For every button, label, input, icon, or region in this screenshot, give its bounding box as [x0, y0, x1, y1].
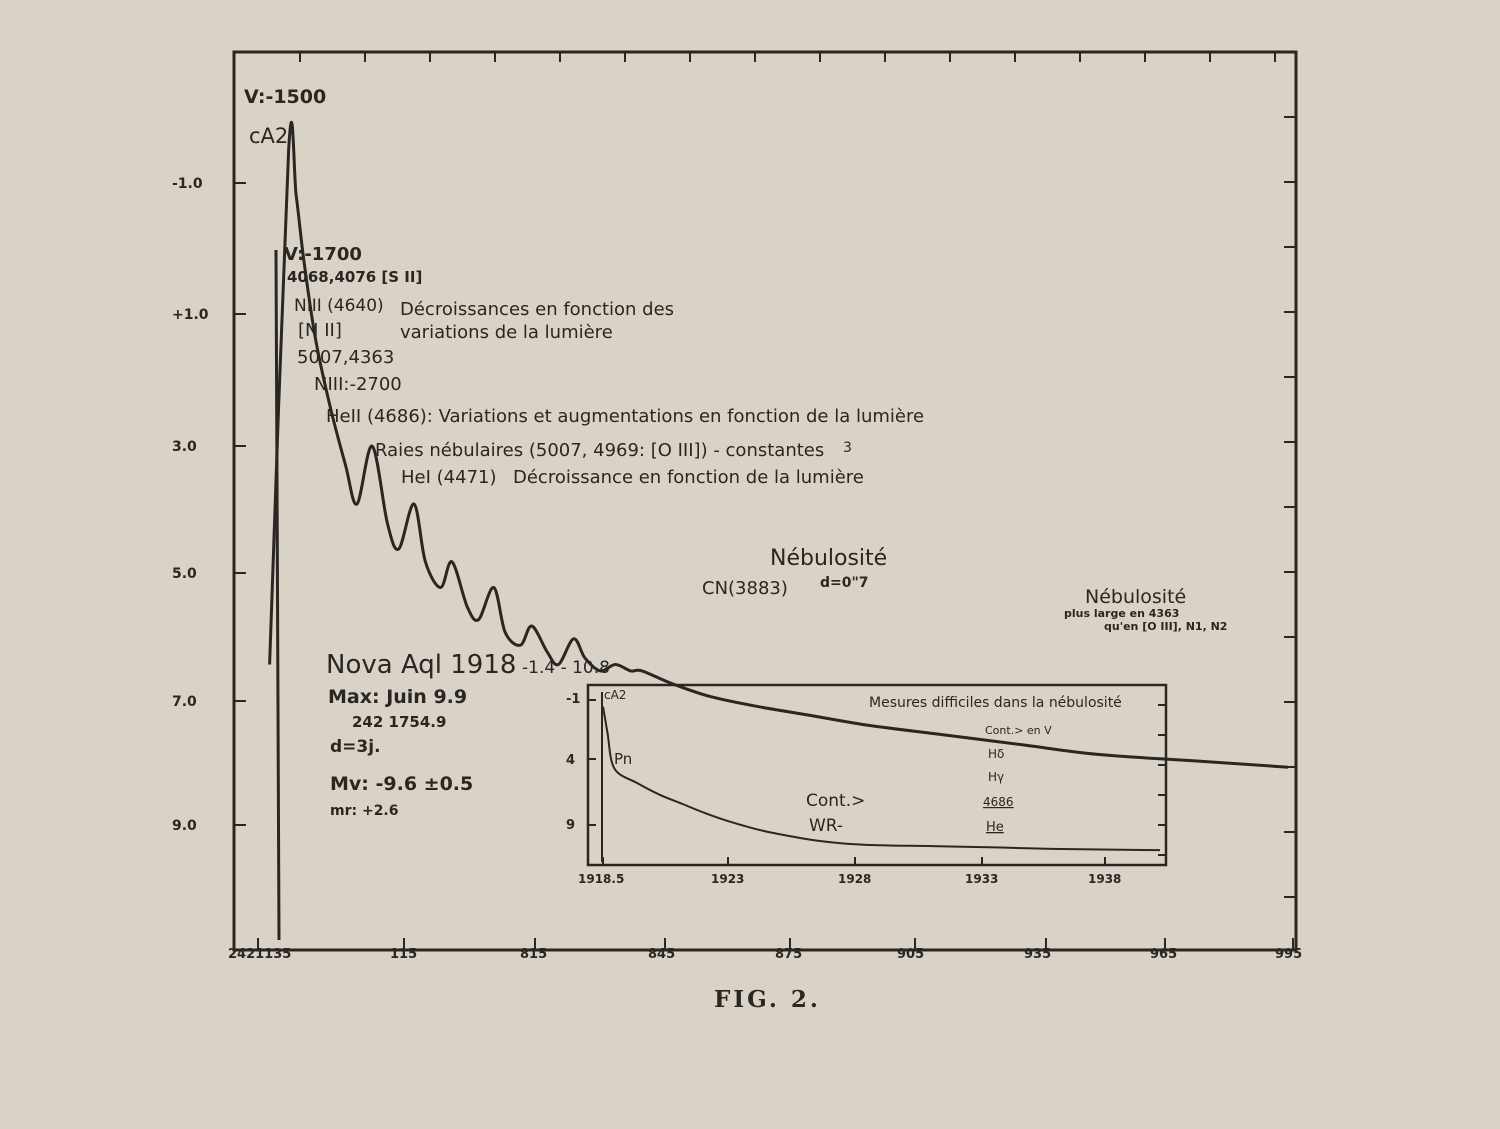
inset-y-tick-label: 4 — [566, 753, 575, 768]
inset-he: He — [986, 820, 1004, 835]
main-light-curve — [268, 120, 1289, 769]
annotation-niii: NIII (4640) — [294, 296, 384, 316]
annotation-d07: d=0"7 — [820, 575, 869, 591]
annotation-heii: HeII (4686): Variations et augmentations… — [326, 406, 924, 427]
main-x-tick-labels: 2421135 115 815 845 875 905 935 965 995 — [228, 947, 1302, 962]
inset-cont-v: Cont.> en V — [985, 724, 1052, 737]
main-y-tick-label: 7.0 — [172, 694, 197, 710]
nova-mr: mr: +2.6 — [330, 803, 399, 819]
inset-y-tick-label: 9 — [566, 818, 575, 833]
nova-jd: 242 1754.9 — [352, 713, 446, 731]
nova-name: Nova Aql 1918 — [326, 650, 516, 680]
main-x-tick-label: 905 — [897, 947, 924, 962]
main-plot-frame — [232, 50, 1298, 952]
main-x-tick-label: 935 — [1024, 947, 1051, 962]
nova-range: -1.4 - 10.8 — [522, 658, 610, 678]
annotation-hei-label: HeI (4471) — [401, 467, 497, 488]
figure-caption: FIG. 2. — [714, 986, 821, 1013]
annotation-nebulosite-2: Nébulosité — [1085, 586, 1186, 608]
annotations: V:-1500 cA2 V:-1700 4068,4076 [S II] NII… — [244, 86, 1227, 633]
annotation-v1700: V:-1700 — [284, 244, 362, 265]
annotation-v1500: V:-1500 — [244, 86, 326, 108]
inset-annotations: cA2 Pn Mesures difficiles dans la nébulo… — [604, 688, 1122, 836]
main-x-tick-label: 2421135 — [228, 947, 291, 962]
annotation-nebulosite-1: Nébulosité — [770, 546, 887, 571]
inset-x-tick-label: 1938 — [1088, 872, 1121, 886]
inset-y-tick-labels: -1 4 9 — [566, 692, 580, 833]
inset-y-tick-label: -1 — [566, 692, 580, 707]
inset-x-tick-label: 1928 — [838, 872, 871, 886]
inset-4686: 4686 — [983, 795, 1014, 809]
inset-plot-frame — [586, 683, 1168, 867]
inset-x-tick-label: 1923 — [711, 872, 744, 886]
annotation-plus-large: plus large en 4363 — [1064, 607, 1179, 620]
inset-axis-ticks — [588, 692, 1166, 865]
main-y-tick-labels: -1.0 +1.0 3.0 5.0 7.0 9.0 — [172, 176, 209, 834]
main-x-tick-label: 995 — [1275, 947, 1302, 962]
annotation-sii: 4068,4076 [S II] — [287, 268, 422, 286]
main-rise-line — [274, 249, 281, 941]
nova-info-block: Nova Aql 1918 -1.4 - 10.8 Max: Juin 9.9 … — [326, 650, 610, 819]
main-axis-ticks — [234, 52, 1296, 950]
main-y-tick-label: +1.0 — [172, 307, 209, 323]
annotation-cn: CN(3883) — [702, 578, 788, 599]
main-y-tick-label: 9.0 — [172, 818, 197, 834]
annotation-quen: qu'en [O III], N1, N2 — [1104, 620, 1227, 633]
annotation-raies-number: 3 — [843, 440, 852, 456]
nova-max: Max: Juin 9.9 — [328, 686, 467, 708]
main-x-tick-label: 815 — [520, 947, 547, 962]
annotation-decroissances-1: Décroissances en fonction des — [400, 299, 674, 320]
annotation-niii-2700: NIII:-2700 — [314, 374, 402, 395]
inset-ca2: cA2 — [604, 688, 626, 702]
nova-mv: Mv: -9.6 ±0.5 — [330, 773, 473, 795]
inset-light-curve — [602, 706, 1161, 852]
inset-pn: Pn — [614, 750, 632, 768]
main-y-tick-label: -1.0 — [172, 176, 203, 192]
annotation-5007: 5007,4363 — [297, 347, 394, 368]
main-y-tick-label: 3.0 — [172, 439, 197, 455]
main-x-tick-label: 875 — [775, 947, 802, 962]
inset-x-tick-label: 1933 — [965, 872, 998, 886]
inset-x-tick-label: 1918.5 — [578, 872, 624, 886]
annotation-ca2: cA2 — [249, 124, 288, 148]
main-x-tick-label: 965 — [1150, 947, 1177, 962]
main-y-tick-label: 5.0 — [172, 566, 197, 582]
inset-wr: WR- — [809, 816, 843, 836]
annotation-raies-nebulaires: Raies nébulaires (5007, 4969: [O III]) -… — [375, 440, 824, 461]
inset-title: Mesures difficiles dans la nébulosité — [869, 695, 1122, 711]
main-x-tick-label: 845 — [648, 947, 675, 962]
inset-x-tick-labels: 1918.5 1923 1928 1933 1938 — [578, 872, 1121, 886]
main-x-tick-label: 115 — [390, 947, 417, 962]
annotation-hei-text: Décroissance en fonction de la lumière — [513, 467, 864, 488]
inset-hg: Hγ — [988, 770, 1004, 784]
nova-d: d=3j. — [330, 737, 381, 757]
annotation-decroissances-2: variations de la lumière — [400, 322, 613, 343]
annotation-nii: [N II] — [298, 320, 342, 341]
inset-cont: Cont.> — [806, 791, 865, 811]
inset-hd: Hδ — [988, 747, 1004, 761]
